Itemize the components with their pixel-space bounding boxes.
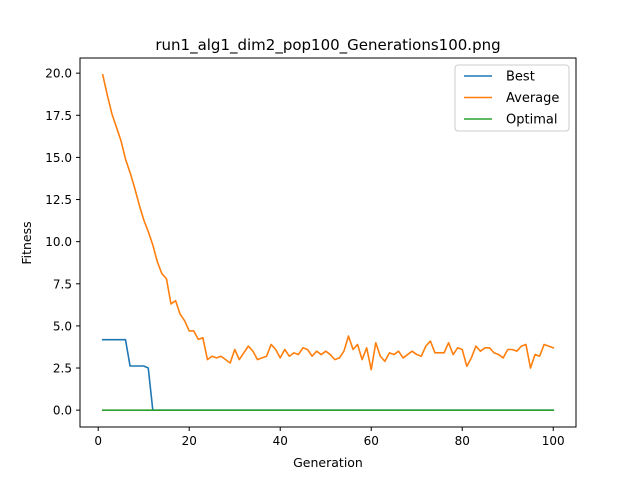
y-tick-label: 20.0: [45, 67, 72, 81]
series-line-average: [101, 73, 555, 371]
x-tick-label: 20: [182, 434, 197, 448]
legend-label-average: Average: [506, 91, 559, 106]
y-tick-label: 2.5: [53, 362, 72, 376]
y-tick-label: 0.0: [53, 404, 72, 418]
y-tick-label: 10.0: [45, 235, 72, 249]
y-tick-label: 15.0: [45, 151, 72, 165]
x-tick-label: 100: [542, 434, 565, 448]
x-tick-label: 40: [273, 434, 288, 448]
legend-label-optimal: Optimal: [506, 113, 557, 128]
y-axis-ticks: 0.0 2.5 5.0 7.5 10.0 12.5 15.0 17.5 20.0: [45, 67, 80, 418]
legend-label-best: Best: [506, 70, 535, 85]
plot-area: [101, 73, 555, 411]
x-axis-label: Generation: [293, 455, 363, 470]
legend: Best Average Optimal: [454, 64, 570, 132]
legend-box: [454, 64, 570, 132]
x-axis-ticks: 0 20 40 60 80 100: [94, 427, 565, 448]
x-tick-label: 60: [364, 434, 379, 448]
x-tick-label: 0: [94, 434, 102, 448]
chart-title: run1_alg1_dim2_pop100_Generations100.png: [155, 36, 500, 55]
y-tick-label: 5.0: [53, 319, 72, 333]
y-tick-label: 7.5: [53, 277, 72, 291]
y-tick-label: 12.5: [45, 193, 72, 207]
x-tick-label: 80: [455, 434, 470, 448]
y-axis-label: Fitness: [19, 221, 34, 264]
y-tick-label: 17.5: [45, 109, 72, 123]
axes-frame: [79, 57, 577, 428]
